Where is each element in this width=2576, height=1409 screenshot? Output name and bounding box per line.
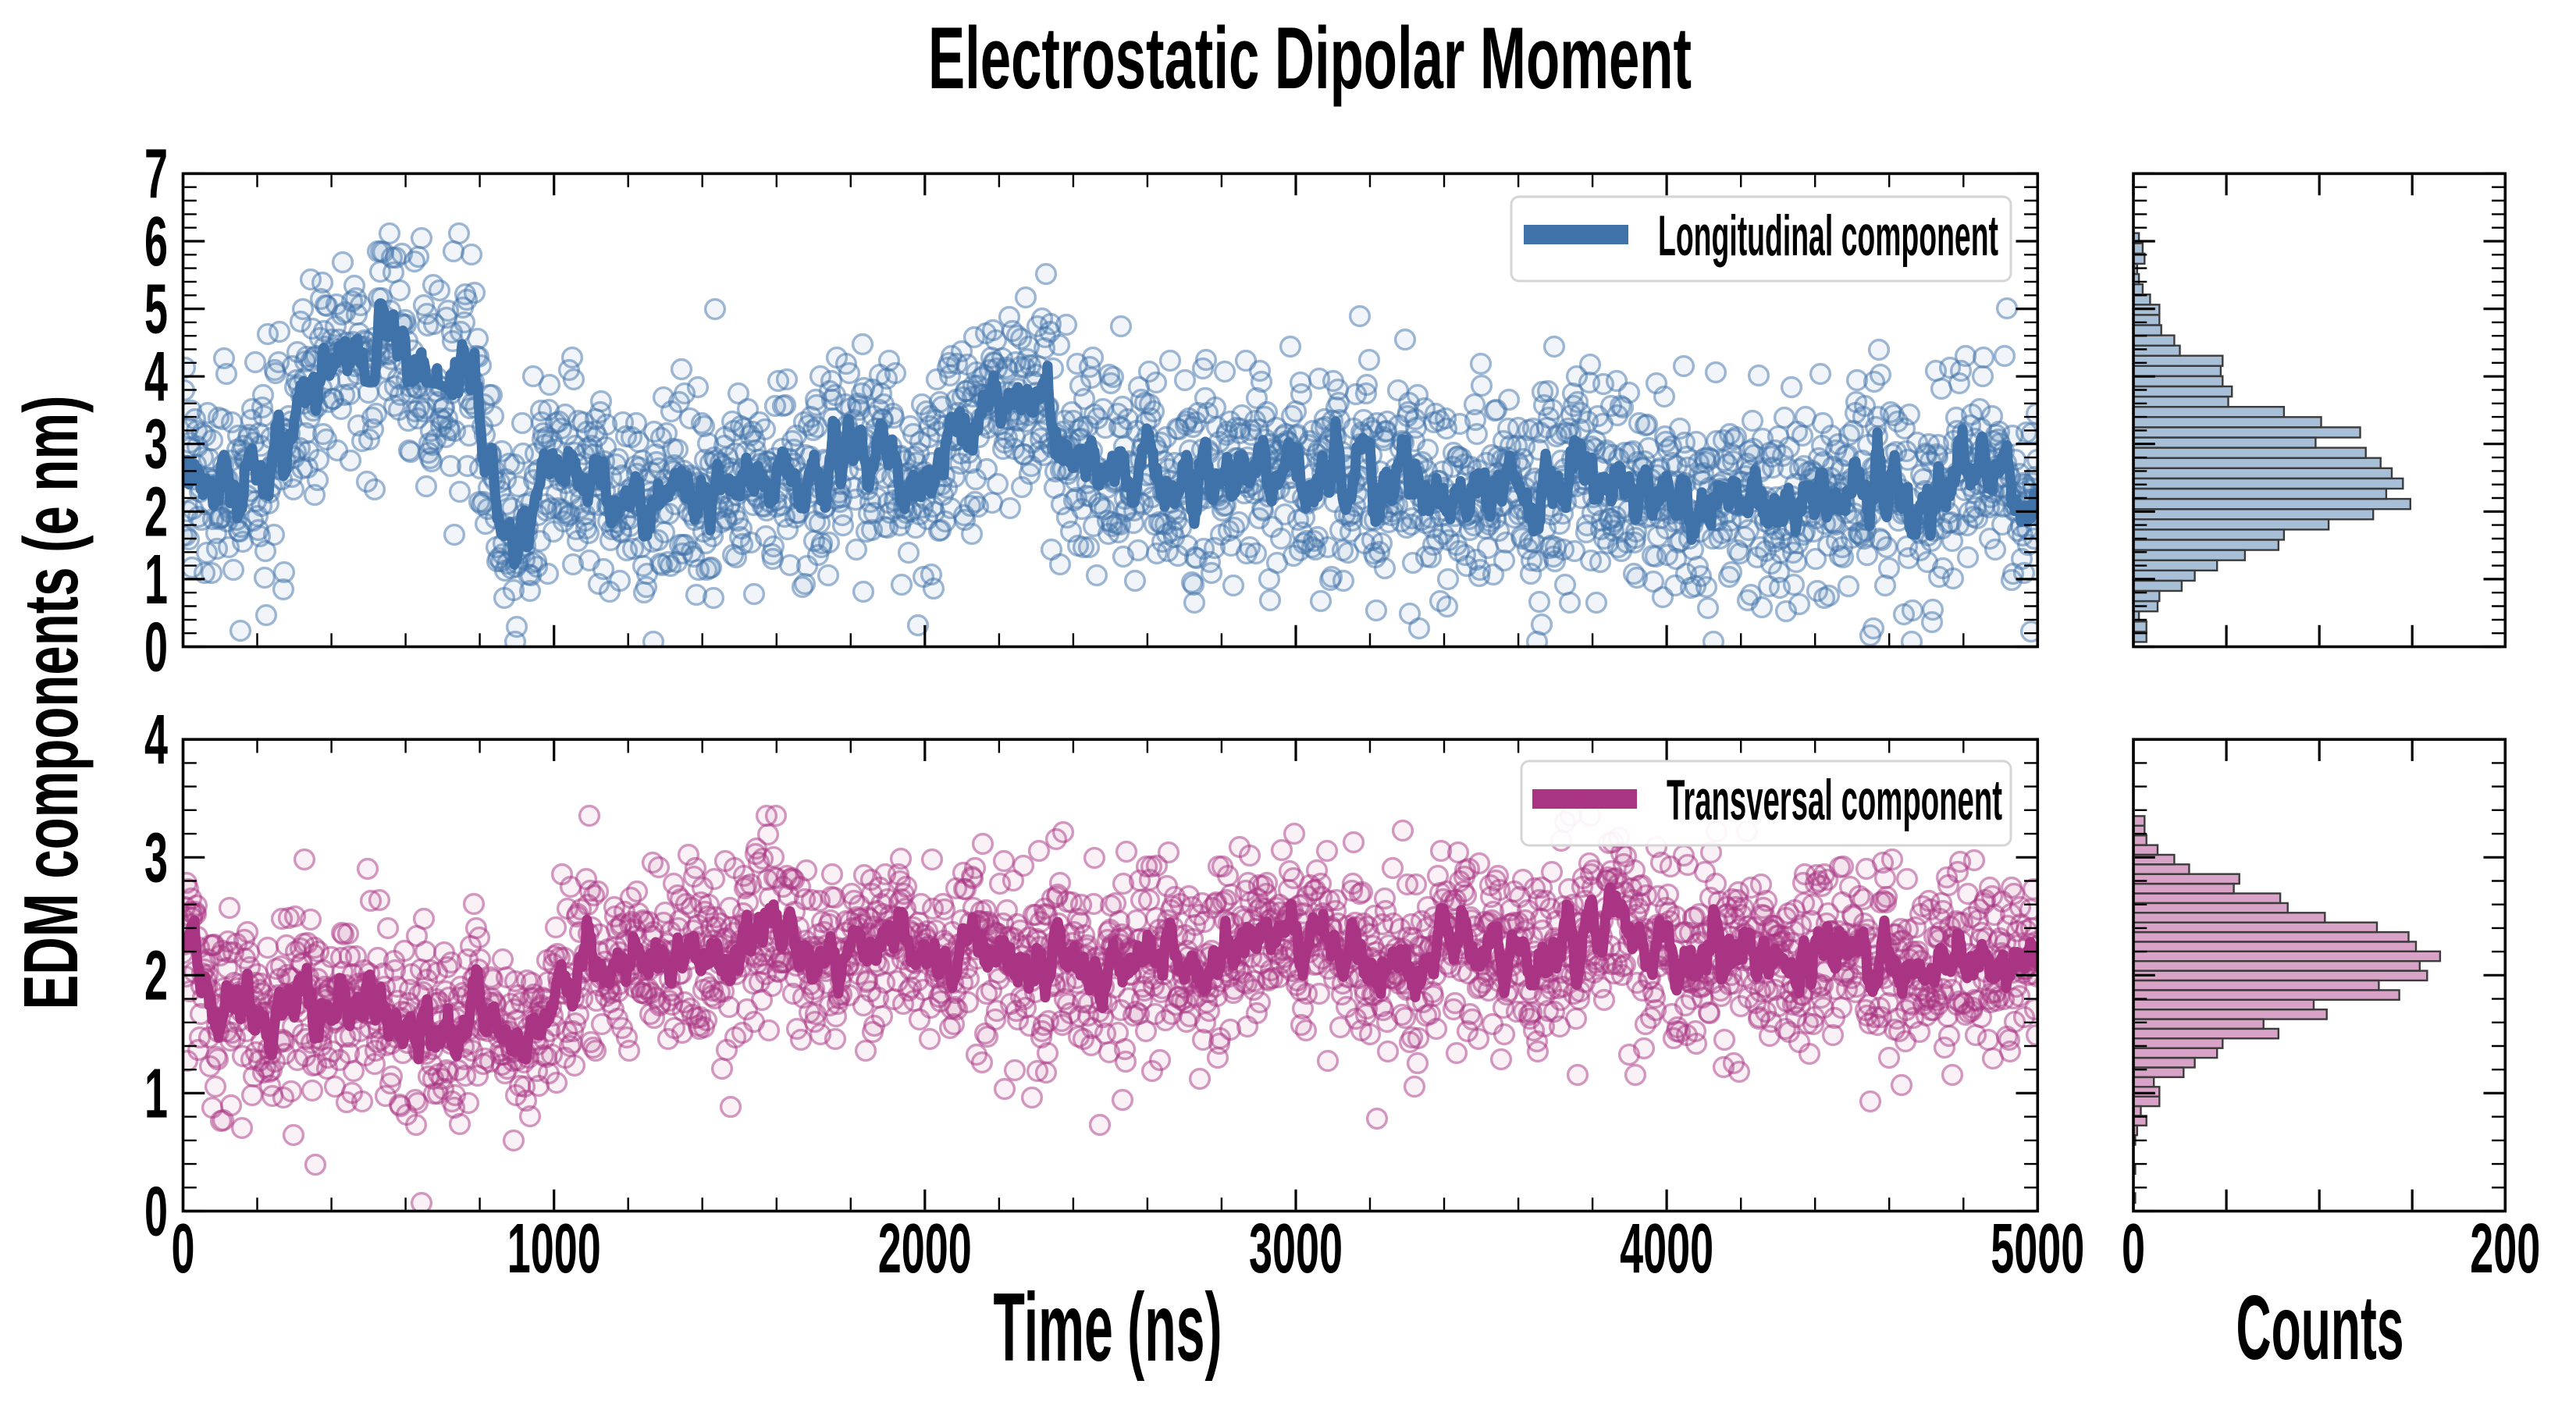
svg-text:EDM components (e nm): EDM components (e nm): [8, 396, 94, 1010]
svg-text:6: 6: [144, 203, 168, 281]
svg-text:2: 2: [144, 937, 168, 1015]
svg-text:3: 3: [144, 406, 168, 484]
svg-text:Time (ns): Time (ns): [994, 1274, 1222, 1382]
svg-text:4: 4: [144, 338, 168, 416]
svg-text:Electrostatic Dipolar Moment: Electrostatic Dipolar Moment: [928, 9, 1692, 107]
svg-text:Transversal component: Transversal component: [1667, 769, 2002, 832]
svg-text:1000: 1000: [507, 1210, 601, 1288]
svg-text:Longitudinal component: Longitudinal component: [1658, 205, 1998, 268]
svg-text:3: 3: [144, 819, 168, 897]
svg-text:5: 5: [144, 271, 168, 349]
svg-text:2: 2: [144, 473, 168, 551]
svg-text:2000: 2000: [878, 1210, 972, 1288]
svg-text:4: 4: [144, 701, 168, 779]
svg-text:3000: 3000: [1249, 1210, 1343, 1288]
svg-text:5000: 5000: [1991, 1210, 2084, 1288]
svg-text:0: 0: [144, 609, 168, 687]
svg-text:7: 7: [144, 135, 168, 213]
svg-text:1: 1: [144, 541, 168, 619]
svg-text:4000: 4000: [1620, 1210, 1713, 1288]
svg-text:200: 200: [2470, 1210, 2540, 1288]
svg-text:0: 0: [2122, 1210, 2145, 1288]
svg-text:0: 0: [144, 1173, 168, 1251]
svg-text:0: 0: [172, 1210, 195, 1288]
svg-text:1: 1: [144, 1055, 168, 1133]
svg-text:Counts: Counts: [2236, 1276, 2404, 1379]
